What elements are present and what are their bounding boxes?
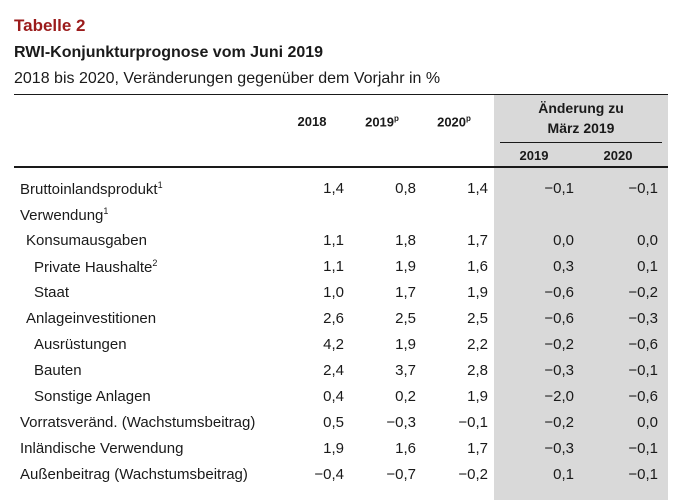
cell-v2020: 1,7 [467,232,488,249]
cell-v2020: −0,1 [458,414,488,431]
table-row: Staat 1,0 1,7 1,9 −0,6 −0,2 [0,284,680,310]
cell-v2018: 1,1 [323,232,344,249]
cell-c2019: −0,3 [544,362,574,379]
row-label: Ausrüstungen [34,336,127,353]
cell-v2018: 2,4 [323,362,344,379]
cell-c2020: −0,2 [628,284,658,301]
cell-v2018: 0,5 [323,414,344,431]
row-label: Private Haushalte2 [34,258,158,276]
table-row: Anlageinvestitionen 2,6 2,5 2,5 −0,6 −0,3 [0,310,680,336]
col-header-2020p: 2020p [437,114,471,130]
cell-v2018: −0,4 [314,466,344,483]
cell-c2020: −0,3 [628,310,658,327]
table-row: Vorratsveränd. (Wachstumsbeitrag) 0,5 −0,3… [0,414,680,440]
cell-v2018: 4,2 [323,336,344,353]
cell-v2020: 2,8 [467,362,488,379]
cell-v2019: 1,8 [395,232,416,249]
cell-c2020: −0,6 [628,336,658,353]
table-title: RWI-Konjunkturprognose vom Juni 2019 [14,44,324,61]
cell-v2020: 2,5 [467,310,488,327]
table-row: Bruttoinlandsprodukt1 1,4 0,8 1,4 −0,1 −0,1 [0,180,680,206]
cell-v2018: 1,4 [323,180,344,197]
cell-v2020: −0,2 [458,466,488,483]
cell-v2020: 1,7 [467,440,488,457]
col-header-change-2020: 2020 [603,148,633,163]
table-row: Sonstige Anlagen 0,4 0,2 1,9 −2,0 −0,6 [0,388,680,414]
cell-c2020: −0,1 [628,362,658,379]
cell-v2018: 1,0 [323,284,344,301]
cell-v2018: 0,4 [323,388,344,405]
row-label: Bruttoinlandsprodukt1 [20,180,163,198]
cell-v2019: −0,7 [386,466,416,483]
cell-c2019: 0,3 [553,258,574,275]
table-row: Inländische Verwendung 1,9 1,6 1,7 −0,3 −0,1 [0,440,680,466]
cell-c2020: −0,6 [628,388,658,405]
table-row: Bauten 2,4 3,7 2,8 −0,3 −0,1 [0,362,680,388]
row-label: Vorratsveränd. (Wachstumsbeitrag) [20,414,256,431]
row-label: Konsumausgaben [26,232,147,249]
col-header-2019p: 2019p [365,114,399,130]
table-label: Tabelle 2 [14,16,86,35]
cell-c2020: 0,1 [637,258,658,275]
table-row: Private Haushalte2 1,1 1,9 1,6 0,3 0,1 [0,258,680,284]
row-label: Bauten [34,362,82,379]
change-header-line2: März 2019 [547,120,615,136]
cell-v2019: 1,6 [395,440,416,457]
table-subtitle: 2018 bis 2020, Veränderungen gegenüber d… [14,70,441,87]
cell-c2020: −0,1 [628,180,658,197]
cell-v2019: 1,7 [395,284,416,301]
cell-c2019: −0,2 [544,414,574,431]
cell-v2018: 1,1 [323,258,344,275]
cell-v2019: 2,5 [395,310,416,327]
cell-c2019: −0,6 [544,310,574,327]
cell-c2019: 0,1 [553,466,574,483]
cell-v2019: 3,7 [395,362,416,379]
cell-v2019: 0,2 [395,388,416,405]
row-label: Sonstige Anlagen [34,388,151,405]
row-label: Anlageinvestitionen [26,310,157,327]
change-header-rule [500,142,662,143]
cell-v2020: 1,9 [467,388,488,405]
cell-c2020: 0,0 [637,414,658,431]
header-bottom-rule [14,166,668,168]
table-row: Verwendung1 [0,206,680,232]
row-label: Verwendung1 [20,206,109,224]
row-label: Staat [34,284,70,301]
cell-v2019: 0,8 [395,180,416,197]
row-label: Inländische Verwendung [20,440,184,457]
cell-c2019: −0,3 [544,440,574,457]
cell-c2020: −0,1 [628,466,658,483]
cell-v2019: 1,9 [395,258,416,275]
change-column-shading [494,94,668,500]
cell-c2019: −2,0 [544,388,574,405]
col-header-change-2019: 2019 [519,148,549,163]
table-row: Ausrüstungen 4,2 1,9 2,2 −0,2 −0,6 [0,336,680,362]
cell-v2020: 1,6 [467,258,488,275]
cell-v2020: 1,4 [467,180,488,197]
col-header-2018: 2018 [297,114,327,129]
cell-v2019: 1,9 [395,336,416,353]
cell-c2020: −0,1 [628,440,658,457]
cell-c2020: 0,0 [637,232,658,249]
cell-v2018: 2,6 [323,310,344,327]
cell-v2020: 1,9 [467,284,488,301]
cell-c2019: −0,6 [544,284,574,301]
table-row: Konsumausgaben 1,1 1,8 1,7 0,0 0,0 [0,232,680,258]
change-header-line1: Änderung zu [538,100,624,116]
cell-v2019: −0,3 [386,414,416,431]
cell-v2018: 1,9 [323,440,344,457]
top-rule [14,94,668,95]
table-row: Außenbeitrag (Wachstumsbeitrag) −0,4 −0,7 −… [0,466,680,492]
cell-c2019: −0,1 [544,180,574,197]
cell-v2020: 2,2 [467,336,488,353]
cell-c2019: −0,2 [544,336,574,353]
cell-c2019: 0,0 [553,232,574,249]
row-label: Außenbeitrag (Wachstumsbeitrag) [20,466,248,483]
